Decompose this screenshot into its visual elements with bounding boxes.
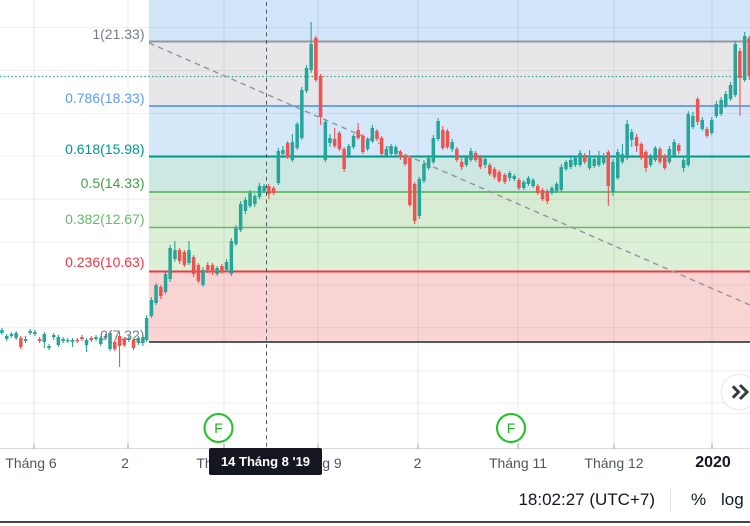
svg-text:F: F <box>214 420 223 436</box>
svg-text:F: F <box>507 420 516 436</box>
